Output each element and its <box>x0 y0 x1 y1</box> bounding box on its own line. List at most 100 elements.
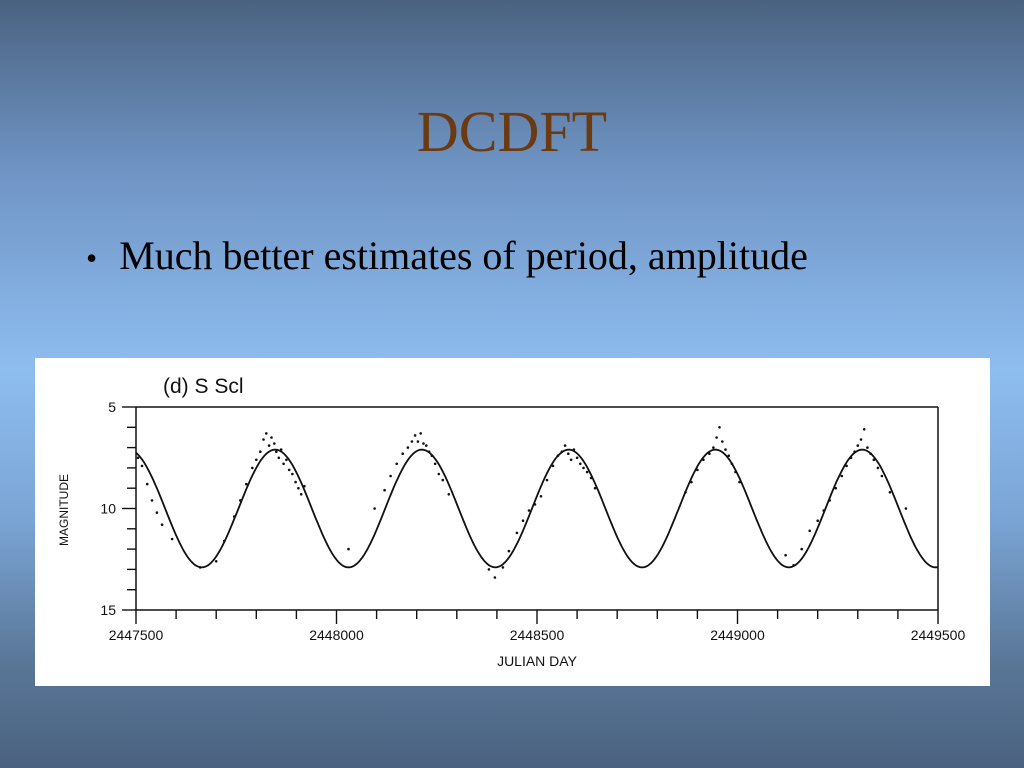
bullet-marker: • <box>86 240 98 276</box>
y-axis-label: MAGNITUDE <box>57 474 71 546</box>
x-tick-label: 2448000 <box>309 627 364 643</box>
observation-point <box>299 493 303 496</box>
fitted-curve <box>135 448 939 569</box>
observation-point <box>582 466 585 470</box>
observation-point <box>419 432 423 435</box>
observation-point <box>702 458 705 462</box>
observation-point <box>859 438 863 441</box>
observation-point <box>170 537 174 541</box>
observation-point <box>287 468 291 472</box>
observation-point <box>430 454 434 457</box>
observation-point <box>521 519 525 522</box>
observation-point <box>389 474 392 478</box>
observation-point <box>862 428 866 431</box>
observation-point <box>572 448 576 451</box>
observation-point <box>401 452 405 455</box>
observation-point <box>198 566 202 569</box>
light-curve-figure: (d) S Scl 2447500 2448000 2448500 2449000 24… <box>35 358 990 686</box>
observation-point <box>845 464 848 468</box>
observation-point <box>285 458 288 462</box>
observation-point <box>563 444 567 447</box>
observation-point <box>904 507 908 510</box>
observation-point <box>715 436 718 439</box>
observation-point <box>416 440 420 443</box>
observation-point <box>282 462 285 466</box>
observation-point <box>556 454 560 457</box>
slide-title: DCDFT <box>416 99 608 164</box>
observation-point <box>828 499 831 502</box>
observation-point <box>880 474 884 478</box>
observation-point <box>527 509 531 512</box>
observation-point <box>395 462 399 466</box>
observation-point <box>507 549 511 553</box>
observation-point <box>140 464 144 468</box>
observation-point <box>545 478 549 482</box>
observation-point <box>539 495 543 498</box>
x-tick-label: 2449000 <box>710 627 765 643</box>
observation-point <box>275 450 278 453</box>
observation-point <box>853 450 856 453</box>
observation-point <box>427 450 431 453</box>
observation-point <box>708 452 711 455</box>
observation-point <box>239 499 242 502</box>
y-tick-label: 10 <box>100 501 116 517</box>
y-tick-label: 15 <box>100 602 116 618</box>
observation-point <box>259 450 262 453</box>
observation-point <box>856 444 860 447</box>
observation-point <box>575 456 579 460</box>
observation-point <box>888 491 892 494</box>
observation-point <box>373 507 376 510</box>
observation-point <box>840 474 844 478</box>
observation-point <box>690 480 693 484</box>
observation-point <box>501 566 505 569</box>
observation-point <box>869 452 872 455</box>
light-curve-chart: (d) S Scl 2447500 2448000 2448500 2449000 24… <box>57 375 966 669</box>
observation-point <box>734 470 737 474</box>
observation-point <box>422 442 425 445</box>
observation-point <box>515 531 519 535</box>
observation-point <box>876 466 880 470</box>
observation-point <box>251 466 254 470</box>
y-tick-label: 5 <box>108 399 116 415</box>
x-axis-label: JULIAN DAY <box>497 653 578 669</box>
observation-point <box>585 470 589 474</box>
observation-point <box>816 519 819 522</box>
observation-point <box>579 462 582 466</box>
observation-point <box>413 434 417 437</box>
observation-point <box>447 493 451 496</box>
observation-point <box>437 472 441 476</box>
observation-point <box>265 432 268 435</box>
observation-point <box>589 476 593 480</box>
observation-point <box>232 515 236 518</box>
observation-point <box>433 462 437 466</box>
x-tick-label: 2448500 <box>510 627 565 643</box>
observation-point <box>441 478 445 482</box>
observation-point <box>808 529 811 533</box>
chart-title: (d) S Scl <box>163 375 244 398</box>
observation-point <box>279 448 283 451</box>
observation-point <box>727 454 730 457</box>
observation-point <box>150 499 154 502</box>
observation-point <box>270 436 273 439</box>
observation-point <box>267 444 271 447</box>
observation-point <box>721 440 724 443</box>
observation-point <box>487 568 491 571</box>
observation-point <box>866 446 869 449</box>
observation-point <box>551 464 555 468</box>
x-tick-label: 2449500 <box>911 627 966 643</box>
observation-point <box>383 488 386 492</box>
observation-point <box>297 486 300 490</box>
observation-point <box>255 458 258 462</box>
observation-point <box>425 444 428 447</box>
observation-point <box>784 553 787 557</box>
observation-point <box>567 452 570 455</box>
x-tick-label: 2447500 <box>109 627 164 643</box>
observation-point <box>872 458 876 462</box>
observation-point <box>593 486 597 490</box>
observation-point <box>136 456 140 460</box>
observation-point <box>347 547 350 551</box>
observation-point <box>277 456 281 460</box>
observation-point <box>560 450 564 453</box>
observation-point <box>214 560 218 563</box>
observation-point <box>724 448 727 451</box>
